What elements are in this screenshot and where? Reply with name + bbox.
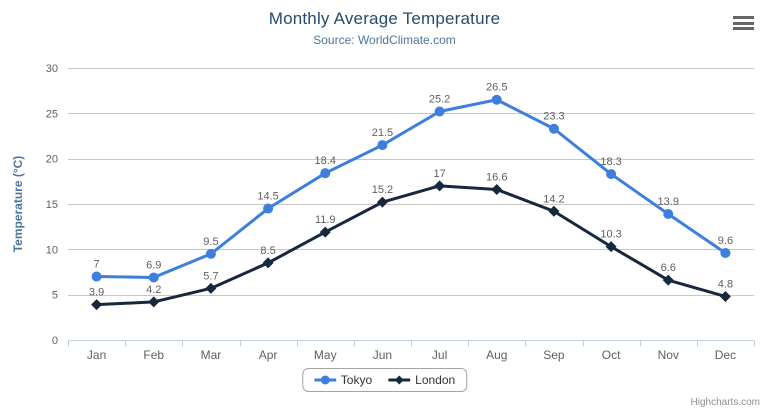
data-label: 9.6 xyxy=(718,235,733,247)
data-point-marker[interactable] xyxy=(434,180,446,192)
series-line-tokyo[interactable] xyxy=(95,98,727,279)
data-label: 6.9 xyxy=(146,259,161,271)
y-axis-label: 30 xyxy=(46,63,58,75)
data-point-marker[interactable] xyxy=(548,123,559,134)
data-point-marker[interactable] xyxy=(205,282,217,294)
data-point-marker[interactable] xyxy=(720,247,731,258)
legend-item-london[interactable]: London xyxy=(388,373,455,387)
data-label: 6.6 xyxy=(661,262,676,274)
data-point-marker[interactable] xyxy=(91,299,103,311)
data-label: 16.6 xyxy=(486,171,507,183)
data-label: 15.2 xyxy=(372,184,393,196)
x-axis-label: Aug xyxy=(486,348,507,362)
data-point-marker[interactable] xyxy=(491,94,502,105)
y-axis-label: 25 xyxy=(46,108,58,120)
data-point-marker[interactable] xyxy=(719,290,731,302)
data-point-marker[interactable] xyxy=(548,205,560,217)
data-label: 26.5 xyxy=(486,82,507,94)
data-point-marker[interactable] xyxy=(263,203,274,214)
data-label: 11.9 xyxy=(315,214,336,226)
data-point-marker[interactable] xyxy=(606,169,617,180)
x-axis-label: Sep xyxy=(543,348,565,362)
data-point-marker[interactable] xyxy=(491,183,503,195)
data-label: 8.5 xyxy=(260,245,275,257)
legend-item-tokyo[interactable]: Tokyo xyxy=(313,373,373,387)
series-line-london[interactable] xyxy=(95,184,727,307)
data-label: 18.4 xyxy=(315,155,336,167)
hamburger-menu-icon[interactable] xyxy=(733,16,754,30)
data-label: 18.3 xyxy=(600,156,621,168)
chart-title: Monthly Average Temperature xyxy=(268,9,501,28)
data-point-marker[interactable] xyxy=(434,106,445,117)
x-axis-label: Jul xyxy=(432,348,447,362)
data-label: 3.9 xyxy=(89,287,104,299)
data-point-marker[interactable] xyxy=(148,296,160,308)
data-label: 17 xyxy=(433,168,445,180)
x-axis-label: Nov xyxy=(658,348,679,362)
data-label: 7 xyxy=(94,259,100,271)
data-point-marker[interactable] xyxy=(662,274,674,286)
y-axis-label: 15 xyxy=(46,199,58,211)
data-point-marker[interactable] xyxy=(262,257,274,269)
legend-marker-diamond-icon xyxy=(388,375,411,385)
x-axis-label: May xyxy=(314,348,337,362)
data-label: 13.9 xyxy=(658,196,679,208)
data-point-marker[interactable] xyxy=(663,208,674,219)
data-label: 25.2 xyxy=(429,94,450,106)
x-axis-label: Mar xyxy=(201,348,222,362)
data-point-marker[interactable] xyxy=(377,140,388,151)
legend-label: London xyxy=(415,373,456,387)
credits-link[interactable]: Highcharts.com xyxy=(690,397,760,408)
y-axis-label: 10 xyxy=(46,244,58,256)
data-label: 10.3 xyxy=(600,229,621,241)
data-point-marker[interactable] xyxy=(376,196,388,208)
y-axis-label: 5 xyxy=(52,290,58,302)
chart-subtitle: Source: WorldClimate.com xyxy=(313,33,456,47)
menu-bar xyxy=(733,16,754,19)
data-label: 14.5 xyxy=(257,191,278,203)
data-point-marker[interactable] xyxy=(205,248,216,259)
data-point-marker[interactable] xyxy=(605,241,617,253)
x-axis-label: Feb xyxy=(143,348,164,362)
x-axis-label: Dec xyxy=(715,348,736,362)
data-point-marker[interactable] xyxy=(319,226,331,238)
x-axis-label: Apr xyxy=(259,348,278,362)
menu-bar xyxy=(733,27,754,30)
legend: Tokyo London xyxy=(301,368,468,392)
y-axis-label: 0 xyxy=(52,335,58,347)
x-axis-label: Jun xyxy=(373,348,392,362)
data-label: 21.5 xyxy=(372,127,393,139)
x-axis-label: Oct xyxy=(602,348,621,362)
data-label: 4.2 xyxy=(146,284,161,296)
data-label: 9.5 xyxy=(203,236,218,248)
data-label: 5.7 xyxy=(203,270,218,282)
legend-marker-circle-icon xyxy=(313,375,336,385)
y-axis-title: Temperature (°C) xyxy=(11,156,25,253)
data-label: 23.3 xyxy=(543,111,564,123)
menu-bar xyxy=(733,21,754,25)
data-point-marker[interactable] xyxy=(148,272,159,283)
data-label: 4.8 xyxy=(718,278,733,290)
x-axis-label: Jan xyxy=(87,348,106,362)
data-point-marker[interactable] xyxy=(320,168,331,179)
data-label: 14.2 xyxy=(543,193,564,205)
data-point-marker[interactable] xyxy=(91,271,102,282)
y-axis-label: 20 xyxy=(46,154,58,166)
legend-label: Tokyo xyxy=(340,373,373,387)
